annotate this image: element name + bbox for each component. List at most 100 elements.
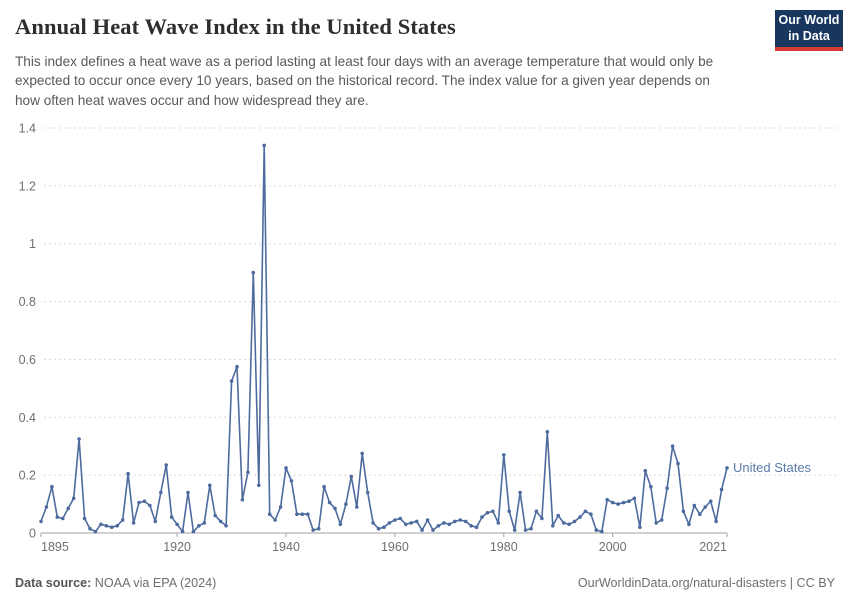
y-tick-label-0.8: 0.8	[19, 295, 36, 309]
data-point-1927	[213, 513, 217, 518]
data-source-label: Data source:	[15, 576, 92, 590]
data-point-2009	[659, 518, 664, 522]
data-point-1954	[360, 451, 365, 456]
data-point-1997	[594, 528, 599, 532]
data-point-1996	[589, 512, 593, 516]
data-point-1950	[338, 522, 343, 527]
data-point-1967	[431, 528, 435, 532]
data-point-1961	[398, 516, 403, 521]
data-point-1911	[126, 471, 130, 476]
owid-logo-line2: in Data	[788, 28, 830, 43]
data-point-1947	[322, 484, 326, 489]
data-point-1922	[186, 490, 190, 495]
data-point-1928	[218, 519, 223, 524]
data-point-1979	[496, 521, 501, 525]
data-point-1957	[376, 526, 381, 531]
data-point-1992	[567, 522, 571, 527]
data-point-2002	[621, 500, 626, 505]
data-point-2017	[703, 505, 707, 509]
data-point-1959	[387, 521, 392, 525]
data-point-1945	[311, 528, 316, 532]
x-tick-label-1960: 1960	[381, 540, 409, 554]
data-point-2003	[627, 499, 631, 504]
data-point-1936	[262, 143, 267, 148]
data-point-1908	[110, 525, 114, 529]
y-tick-label-1: 1	[29, 237, 36, 251]
data-point-1937	[267, 512, 272, 516]
data-point-1983	[518, 490, 522, 495]
data-point-1896	[44, 505, 49, 509]
data-point-1895	[39, 519, 43, 524]
data-point-1981	[507, 509, 512, 514]
data-point-1902	[77, 437, 81, 441]
data-point-1944	[306, 512, 310, 516]
data-point-1973	[463, 519, 468, 524]
data-point-2008	[654, 521, 658, 525]
data-point-1935	[257, 483, 261, 488]
chart-footer: Data source: NOAA via EPA (2024) OurWorl…	[0, 576, 850, 590]
data-point-2005	[638, 525, 642, 529]
data-point-1999	[605, 497, 609, 502]
data-point-1930	[229, 379, 234, 383]
data-point-1963	[409, 521, 414, 525]
data-point-2021	[725, 466, 729, 470]
data-point-1960	[393, 518, 397, 522]
data-point-1965	[420, 528, 424, 532]
footer-link[interactable]: OurWorldinData.org/natural-disasters | C…	[577, 576, 835, 590]
chart-subtitle: This index defines a heat wave as a peri…	[15, 54, 714, 108]
data-point-1985	[529, 526, 533, 531]
data-point-1976	[480, 515, 484, 519]
data-point-1920	[175, 522, 179, 527]
data-point-2019	[714, 519, 718, 524]
data-point-1921	[180, 529, 185, 534]
data-point-1940	[284, 466, 288, 470]
data-point-1946	[316, 526, 321, 531]
data-point-1903	[82, 516, 87, 521]
data-point-1929	[224, 524, 228, 528]
y-tick-label-0.2: 0.2	[19, 469, 36, 483]
y-tick-label-0.4: 0.4	[19, 411, 36, 425]
data-point-1941	[289, 479, 294, 483]
data-point-1905	[93, 529, 98, 534]
data-point-2020	[719, 487, 724, 492]
chart-line-united-states[interactable]	[40, 144, 728, 533]
data-point-2000	[610, 500, 615, 505]
data-point-1994	[578, 515, 582, 519]
data-point-1982	[512, 528, 517, 532]
data-point-1901	[71, 496, 76, 501]
data-point-1995	[583, 509, 588, 514]
data-source-value: NOAA via EPA (2024)	[91, 576, 217, 590]
data-point-1900	[66, 506, 70, 511]
owid-logo-line1: Our World	[778, 13, 840, 28]
data-point-1989	[551, 524, 555, 528]
owid-logo[interactable]: Our World in Data	[775, 10, 843, 51]
data-point-1966	[425, 518, 430, 522]
data-point-1964	[414, 519, 419, 524]
data-point-1914	[142, 499, 147, 504]
x-tick-label-1920: 1920	[163, 540, 191, 554]
data-point-1980	[502, 453, 506, 457]
data-point-1962	[404, 522, 408, 527]
data-point-1923	[191, 529, 196, 534]
data-source: Data source: NOAA via EPA (2024)	[15, 576, 216, 590]
data-point-1925	[202, 521, 207, 525]
x-tick-label-2000: 2000	[599, 540, 627, 554]
data-point-1899	[61, 516, 65, 521]
entity-label-united-states[interactable]: United States	[733, 460, 812, 475]
data-point-1975	[474, 525, 479, 529]
data-point-1993	[572, 519, 577, 524]
data-point-2018	[708, 499, 713, 504]
data-point-1991	[561, 521, 566, 525]
data-point-1943	[300, 512, 305, 516]
data-point-1990	[556, 513, 560, 518]
data-point-1918	[164, 463, 168, 467]
data-point-1913	[137, 500, 141, 505]
data-point-1916	[153, 519, 158, 524]
data-point-1949	[333, 506, 337, 511]
data-point-1970	[447, 522, 452, 527]
data-point-2010	[665, 486, 669, 491]
data-point-1969	[442, 521, 446, 525]
data-point-1988	[545, 430, 550, 434]
